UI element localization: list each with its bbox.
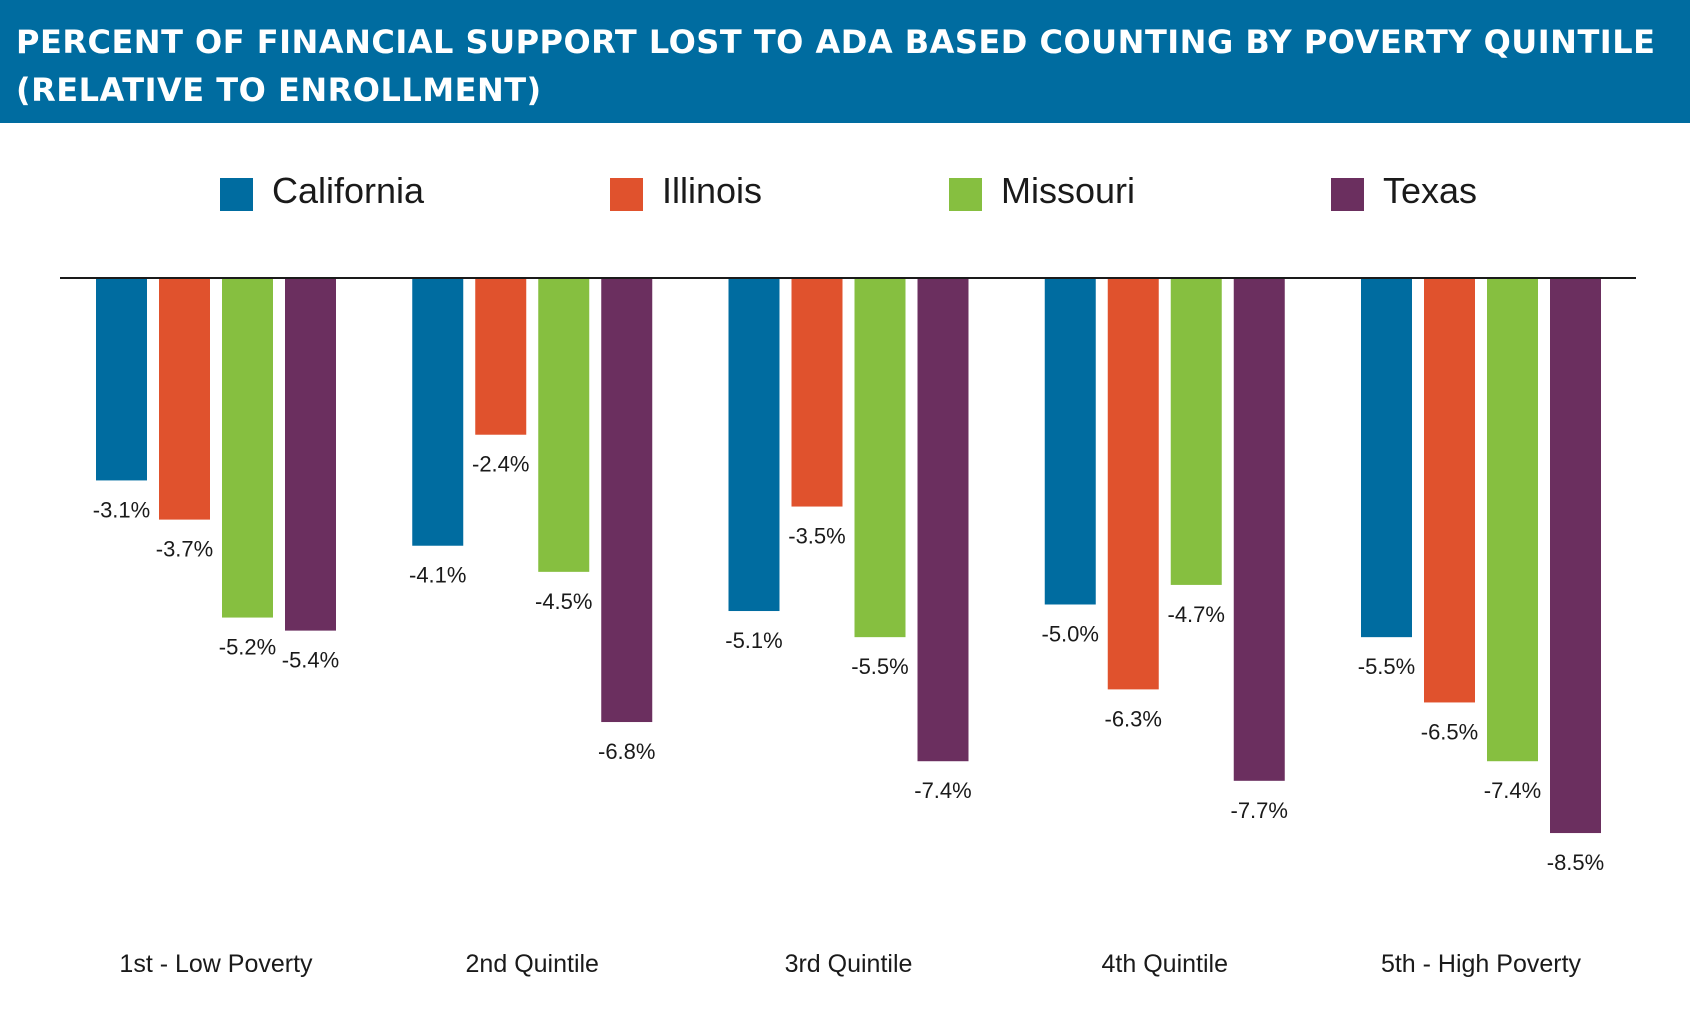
legend-label-missouri: Missouri: [1001, 170, 1136, 211]
bar-california-1: [96, 278, 147, 481]
bar-california-4: [1044, 278, 1096, 605]
bar-missouri-3: [854, 278, 906, 638]
bar-texas-2: [601, 278, 653, 723]
data-label-missouri-1: -5.2%: [219, 635, 276, 660]
data-label-texas-3: -7.4%: [914, 778, 971, 803]
chart-title-line-1: PERCENT OF FINANCIAL SUPPORT LOST TO ADA…: [16, 23, 1656, 61]
category-label-1: 1st - Low Poverty: [119, 950, 313, 978]
data-label-illinois-4: -6.3%: [1105, 706, 1162, 731]
bar-illinois-2: [475, 278, 527, 435]
data-label-california-1: -3.1%: [93, 497, 150, 522]
data-label-illinois-5: -6.5%: [1421, 719, 1478, 744]
bar-california-2: [412, 278, 464, 546]
bar-california-3: [728, 278, 780, 612]
bar-missouri-2: [538, 278, 590, 572]
bar-texas-5: [1550, 278, 1601, 834]
title-bar: PERCENT OF FINANCIAL SUPPORT LOST TO ADA…: [0, 0, 1690, 123]
bar-missouri-1: [222, 278, 273, 618]
legend-swatch-california: [220, 178, 253, 211]
data-label-illinois-3: -3.5%: [788, 524, 845, 549]
data-label-missouri-2: -4.5%: [535, 589, 592, 614]
data-label-missouri-5: -7.4%: [1484, 778, 1541, 803]
category-label-2: 2nd Quintile: [466, 950, 599, 978]
data-label-missouri-3: -5.5%: [851, 654, 908, 679]
data-label-texas-2: -6.8%: [598, 739, 655, 764]
bar-texas-3: [917, 278, 969, 762]
chart-legend: California Illinois Missouri Texas: [0, 158, 1690, 228]
bar-texas-4: [1233, 278, 1285, 781]
bar-california-5: [1361, 278, 1412, 638]
category-label-4: 4th Quintile: [1102, 950, 1228, 978]
bar-illinois-1: [159, 278, 210, 520]
bar-illinois-4: [1107, 278, 1159, 690]
data-label-illinois-2: -2.4%: [472, 452, 529, 477]
legend-label-texas: Texas: [1383, 170, 1478, 211]
legend-swatch-missouri: [949, 178, 982, 211]
legend-label-illinois: Illinois: [662, 170, 763, 211]
legend-swatch-illinois: [610, 178, 643, 211]
bar-missouri-4: [1170, 278, 1222, 585]
bar-texas-1: [285, 278, 336, 631]
data-label-texas-1: -5.4%: [282, 648, 339, 673]
data-label-california-5: -5.5%: [1358, 654, 1415, 679]
data-label-california-4: -5.0%: [1042, 622, 1099, 647]
data-label-texas-4: -7.7%: [1231, 798, 1288, 823]
legend-swatch-texas: [1331, 178, 1364, 211]
category-label-3: 3rd Quintile: [785, 950, 913, 978]
data-label-illinois-1: -3.7%: [156, 537, 213, 562]
chart-title-line-2: (RELATIVE TO ENROLLMENT): [16, 71, 542, 109]
data-label-california-2: -4.1%: [409, 563, 466, 588]
bar-illinois-5: [1424, 278, 1475, 703]
data-label-missouri-4: -4.7%: [1168, 602, 1225, 627]
bar-illinois-3: [791, 278, 843, 507]
legend-label-california: California: [272, 170, 425, 211]
category-label-5: 5th - High Poverty: [1381, 950, 1582, 978]
data-label-texas-5: -8.5%: [1547, 850, 1604, 875]
data-label-california-3: -5.1%: [725, 628, 782, 653]
bar-missouri-5: [1487, 278, 1538, 762]
